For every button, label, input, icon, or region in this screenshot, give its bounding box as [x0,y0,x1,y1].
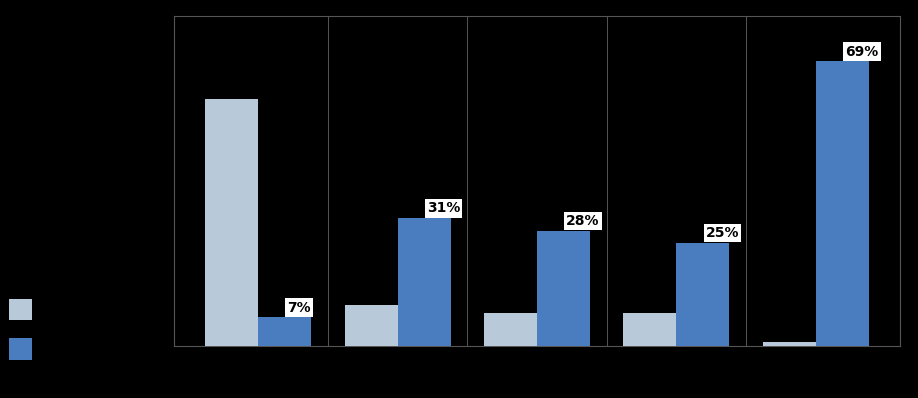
Text: 7%: 7% [287,300,311,314]
Bar [344,305,397,346]
Text: 31%: 31% [427,201,460,215]
Bar [816,61,869,346]
Text: 28%: 28% [566,214,599,228]
Bar [623,313,677,346]
Text: 69%: 69% [845,45,879,59]
Text: 25%: 25% [706,226,739,240]
Bar [205,98,258,346]
Bar [397,218,451,346]
Bar [258,317,311,346]
Bar [484,313,537,346]
Bar [537,230,590,346]
Bar [677,243,730,346]
Bar [763,342,816,346]
